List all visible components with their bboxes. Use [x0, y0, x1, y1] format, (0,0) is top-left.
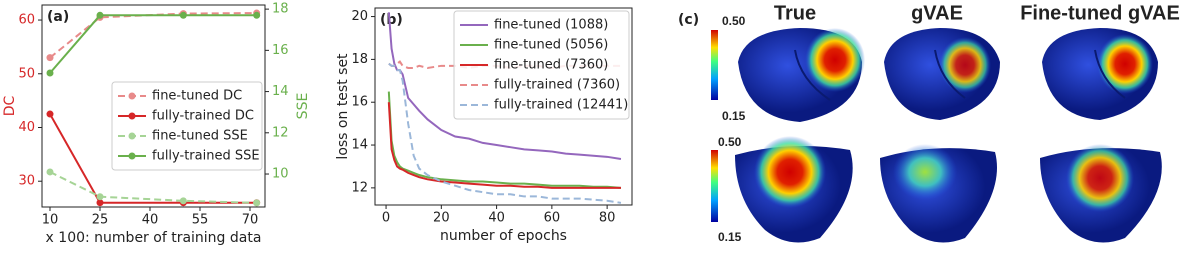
series-line [387, 91, 622, 189]
x-tick-label: 80 [599, 211, 616, 226]
series-line [49, 113, 257, 204]
x-tick-label: 40 [142, 213, 159, 228]
y2-axis-label: SSE [295, 93, 311, 120]
series-line [387, 102, 621, 189]
heart-finetuned-bottom [1040, 144, 1162, 243]
heart-finetuned-top [1042, 28, 1158, 120]
colorbar-max: 0.50 [722, 14, 746, 28]
chart: 10 25 40 55 70 30 40 50 60 10 12 14 16 18 x 100: numbe… [2, 2, 311, 246]
series-point [46, 110, 54, 118]
y-tick-label: 40 [18, 120, 35, 135]
legend-marker [128, 152, 136, 160]
legend-marker [128, 132, 136, 140]
panel-c: (c) True gVAE Fine-tuned gVAE 0.50 0.15 … [678, 2, 1180, 244]
legend-label: fully-trained DC [152, 109, 254, 124]
column-title: gVAE [911, 2, 963, 24]
series-point [96, 11, 104, 19]
series-line [388, 62, 622, 204]
x-tick-label: 10 [42, 213, 59, 228]
column-title: True [774, 2, 816, 24]
legend-label: fully-trained (12441) [494, 98, 628, 113]
x-tick-label: 60 [544, 211, 561, 226]
chart: 0 20 40 60 80 12 14 16 18 20 number of epochs loss … [335, 7, 633, 244]
y-tick-label: 16 [351, 95, 368, 110]
x-tick-label: 70 [242, 213, 259, 228]
x-tick-label: 25 [92, 213, 109, 228]
y-axis-label: DC [2, 96, 18, 117]
y-tick-label: 18 [272, 2, 289, 17]
heart-gvae-bottom [880, 144, 997, 243]
y-tick-label: 12 [272, 125, 289, 140]
series-point [253, 199, 261, 207]
legend-label: fine-tuned (5056) [494, 38, 608, 53]
x-tick-label: 55 [192, 213, 209, 228]
y-tick-label: 18 [351, 52, 368, 67]
series-point [46, 69, 54, 77]
colorbar-min: 0.15 [718, 230, 742, 244]
panel-label: (b) [380, 12, 403, 28]
colorbar-max: 0.50 [718, 135, 742, 149]
legend-label: fine-tuned (1088) [494, 18, 608, 33]
heart-true-bottom [735, 136, 853, 243]
legend-marker [128, 112, 136, 120]
x-tick-label: 20 [433, 211, 450, 226]
series-line [49, 12, 257, 59]
y-tick-label: 20 [351, 9, 368, 24]
y-tick-label: 14 [272, 84, 289, 99]
legend-label: fully-trained (7360) [494, 78, 620, 93]
x-tick-label: 40 [488, 211, 505, 226]
colorbar [711, 30, 718, 100]
y-tick-label: 30 [18, 174, 35, 189]
legend-label: fine-tuned DC [152, 89, 242, 104]
series-point [253, 11, 261, 19]
x-tick-label: 0 [382, 211, 390, 226]
legend-label: fine-tuned (7360) [494, 58, 608, 73]
panel-label: (a) [47, 9, 69, 25]
series-line [49, 14, 257, 74]
legend-label: fine-tuned SSE [152, 129, 248, 144]
heart-true-top [738, 28, 865, 122]
series-point [179, 197, 187, 205]
y-tick-label: 14 [351, 138, 368, 153]
series-point [179, 11, 187, 19]
x-axis-label: number of epochs [440, 228, 567, 244]
colorbar-min: 0.15 [722, 109, 746, 123]
legend-box [453, 10, 630, 120]
series-point [46, 54, 54, 62]
y-tick-label: 50 [18, 66, 35, 81]
series-point [46, 168, 54, 176]
x-axis-label: x 100: number of training data [46, 230, 262, 246]
legend-label: fully-trained SSE [152, 149, 260, 164]
y-axis-label: loss on test set [335, 53, 351, 160]
plot-frame [374, 7, 633, 206]
legend-box [111, 81, 263, 171]
series-point [96, 199, 104, 207]
legend-marker [128, 92, 136, 100]
series-line [49, 171, 257, 204]
heart-gvae-top [884, 28, 1000, 120]
panel-label: (c) [678, 12, 699, 28]
y-tick-label: 10 [272, 167, 289, 182]
plot-frame [41, 4, 266, 208]
colorbar [711, 150, 718, 222]
y-tick-label: 16 [272, 43, 289, 58]
y-tick-label: 60 [18, 13, 35, 28]
y-tick-label: 12 [351, 180, 368, 195]
column-title: Fine-tuned gVAE [1020, 2, 1180, 24]
series-point [96, 193, 104, 201]
